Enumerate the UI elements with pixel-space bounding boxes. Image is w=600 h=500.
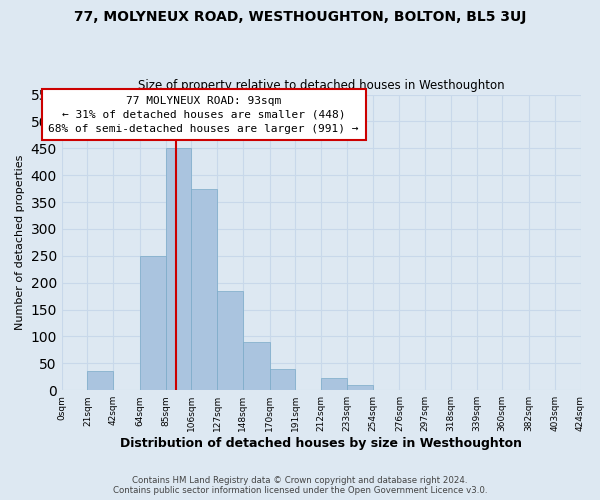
Bar (270, 368, 295, 390)
Bar (88, 372, 113, 390)
X-axis label: Distribution of detached houses by size in Westhoughton: Distribution of detached houses by size … (120, 437, 522, 450)
Bar (217, 291, 243, 390)
Bar (140, 256, 166, 390)
Bar (191, 188, 217, 390)
Bar (166, 148, 191, 390)
Bar (347, 385, 373, 390)
Text: Contains HM Land Registry data © Crown copyright and database right 2024.
Contai: Contains HM Land Registry data © Crown c… (113, 476, 487, 495)
Text: 77, MOLYNEUX ROAD, WESTHOUGHTON, BOLTON, BL5 3UJ: 77, MOLYNEUX ROAD, WESTHOUGHTON, BOLTON,… (74, 10, 526, 24)
Bar (243, 342, 270, 390)
Text: 77 MOLYNEUX ROAD: 93sqm
← 31% of detached houses are smaller (448)
68% of semi-d: 77 MOLYNEUX ROAD: 93sqm ← 31% of detache… (49, 96, 359, 134)
Title: Size of property relative to detached houses in Westhoughton: Size of property relative to detached ho… (138, 79, 505, 92)
Y-axis label: Number of detached properties: Number of detached properties (15, 154, 25, 330)
Bar (321, 378, 347, 390)
